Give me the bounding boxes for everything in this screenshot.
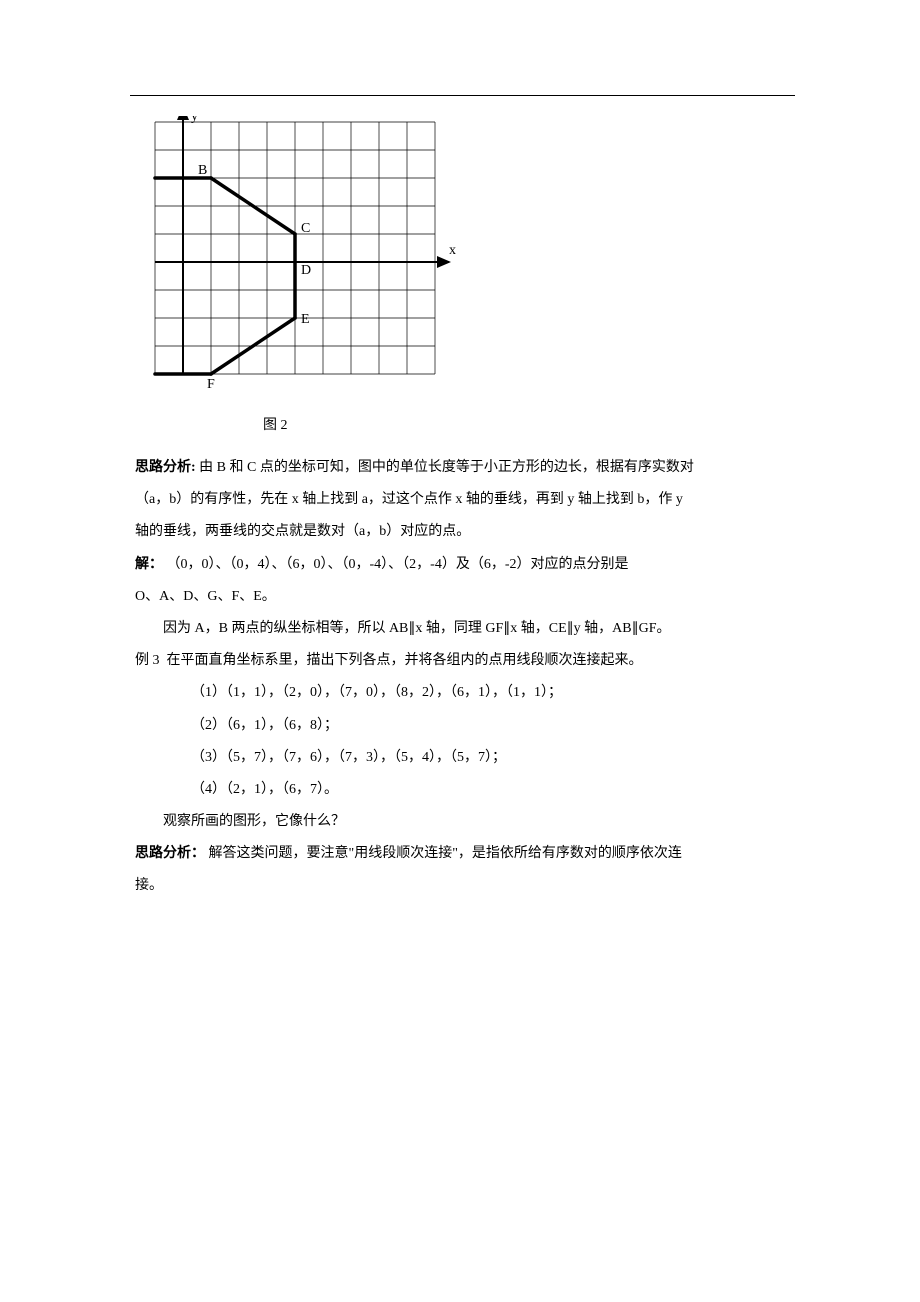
- svg-text:D: D: [301, 263, 311, 278]
- list-item-3: （3）（5，7），（7，6），（7，3），（5，4），（5，7）；: [135, 742, 790, 774]
- analysis-1-label: 思路分析:: [135, 460, 196, 475]
- reason-line: 因为 A，B 两点的纵坐标相等，所以 AB∥x 轴，同理 GF∥x 轴，CE∥y…: [135, 613, 790, 645]
- analysis-1-line-3: 轴的垂线，两垂线的交点就是数对（a，b）对应的点。: [135, 516, 790, 548]
- list-item-2: （2）（6，1），（6，8）；: [135, 710, 790, 742]
- svg-text:F: F: [207, 377, 215, 392]
- solve-label: 解：: [135, 557, 163, 572]
- analysis-2-line-2: 接。: [135, 870, 790, 902]
- figure-2: yxABCDEFGO: [149, 116, 790, 406]
- svg-text:A: A: [149, 172, 150, 187]
- svg-text:y: y: [191, 116, 198, 124]
- analysis-1-line-2: （a，b）的有序性，先在 x 轴上找到 a，过这个点作 x 轴的垂线，再到 y …: [135, 484, 790, 516]
- list-item-1: （1）（1，1），（2，0），（7，0），（8，2），（6，1），（1，1）；: [135, 677, 790, 709]
- example-3-body: 在平面直角坐标系里，描出下列各点，并将各组内的点用线段顺次连接起来。: [167, 653, 643, 668]
- svg-text:C: C: [301, 221, 310, 236]
- svg-text:B: B: [198, 163, 207, 178]
- example-3-label: 例 3: [135, 653, 160, 668]
- coordinate-grid-svg: yxABCDEFGO: [149, 116, 459, 406]
- analysis-2-label: 思路分析：: [135, 846, 205, 861]
- observe-line: 观察所画的图形，它像什么？: [135, 806, 790, 838]
- analysis-1-body-a: 由 B 和 C 点的坐标可知，图中的单位长度等于小正方形的边长，根据有序实数对: [199, 460, 694, 475]
- svg-text:E: E: [301, 312, 310, 327]
- svg-text:x: x: [449, 243, 456, 258]
- analysis-1-line-1: 思路分析: 由 B 和 C 点的坐标可知，图中的单位长度等于小正方形的边长，根据…: [135, 452, 790, 484]
- solve-line-2: O、A、D、G、F、E。: [135, 581, 790, 613]
- solve-body-a: （0，0）、（0，4）、（6，0）、（0，-4）、（2，-4）及（6，-2）对应…: [167, 557, 629, 572]
- figure-caption: 图 2: [263, 414, 790, 434]
- analysis-2-line-1: 思路分析： 解答这类问题，要注意"用线段顺次连接"，是指依所给有序数对的顺序依次…: [135, 838, 790, 870]
- solve-line-1: 解： （0，0）、（0，4）、（6，0）、（0，-4）、（2，-4）及（6，-2…: [135, 549, 790, 581]
- analysis-2-body-a: 解答这类问题，要注意"用线段顺次连接"，是指依所给有序数对的顺序依次连: [209, 846, 682, 861]
- list-item-4: （4）（2，1），（6，7）。: [135, 774, 790, 806]
- header-rule: [130, 95, 795, 96]
- example-3-line: 例 3 在平面直角坐标系里，描出下列各点，并将各组内的点用线段顺次连接起来。: [135, 645, 790, 677]
